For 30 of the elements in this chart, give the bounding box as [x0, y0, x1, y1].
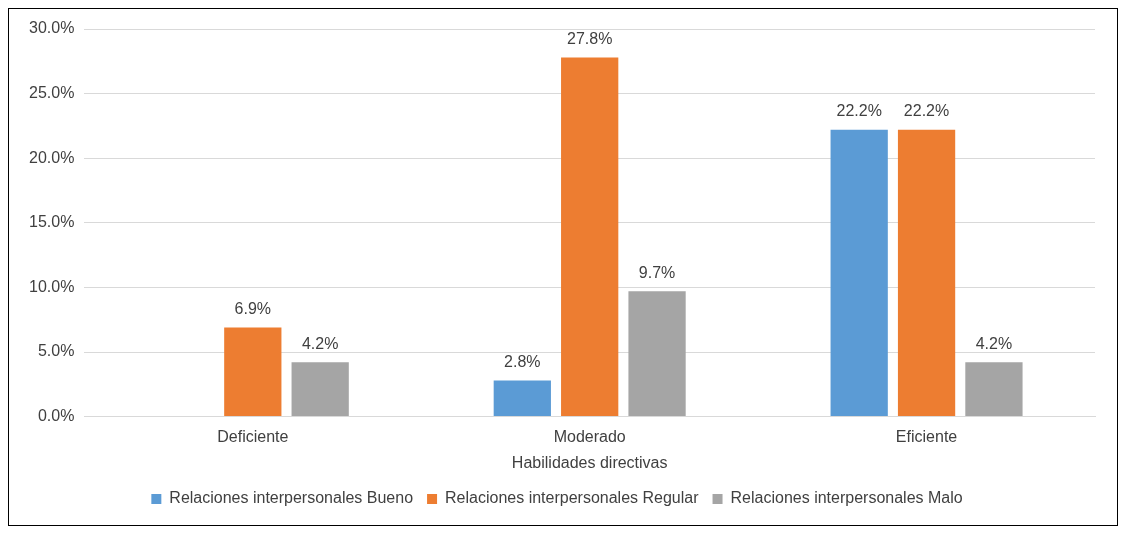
x-tick-label: Deficiente — [217, 427, 289, 445]
data-label: 22.2% — [836, 102, 882, 120]
y-tick-label: 25.0% — [28, 84, 75, 102]
y-tick-label: 0.0% — [37, 407, 75, 425]
x-tick-label: Eficiente — [895, 427, 958, 445]
data-label: 4.2% — [975, 334, 1013, 352]
bar — [830, 129, 888, 417]
data-label: 22.2% — [903, 102, 950, 120]
bar — [965, 362, 1023, 417]
data-label: 4.2% — [301, 334, 339, 352]
legend-label: Relaciones interpersonales Bueno — [169, 489, 414, 507]
bar — [561, 57, 619, 417]
bar — [224, 327, 282, 417]
data-label: 9.7% — [638, 263, 676, 281]
x-axis-title: Habilidades directivas — [511, 453, 668, 471]
bar — [291, 362, 349, 417]
data-label: 6.9% — [234, 299, 272, 317]
y-tick-label: 5.0% — [37, 342, 75, 360]
y-tick-label: 30.0% — [28, 19, 75, 37]
y-tick-label: 15.0% — [28, 213, 75, 231]
bar — [628, 291, 686, 417]
y-tick-label: 10.0% — [28, 277, 75, 295]
y-tick-label: 20.0% — [28, 148, 75, 166]
data-label: 27.8% — [567, 29, 613, 47]
legend-label: Relaciones interpersonales Malo — [730, 489, 963, 507]
bar — [897, 129, 956, 417]
bar — [493, 380, 551, 417]
data-label: 2.8% — [504, 352, 541, 370]
x-tick-label: Moderado — [553, 427, 626, 445]
legend-label: Relaciones interpersonales Regular — [445, 489, 700, 507]
